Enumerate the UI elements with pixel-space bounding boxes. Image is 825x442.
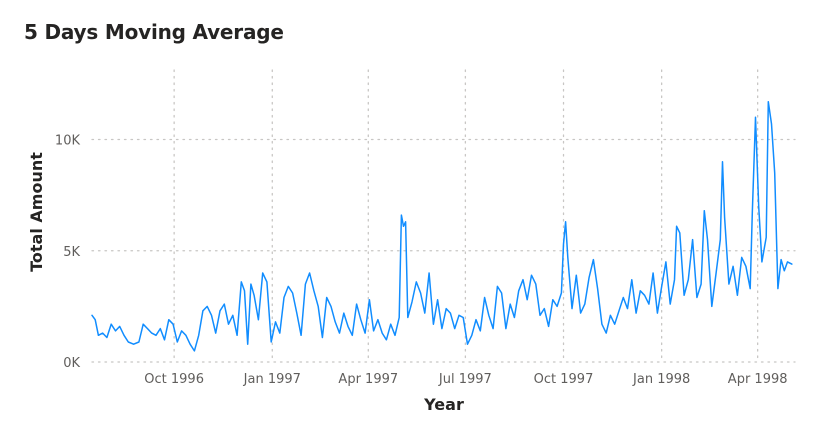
grid: [91, 69, 796, 363]
y-tick-label: 10K: [55, 134, 81, 149]
series-layer: [91, 100, 793, 352]
y-axis-title: Total Amount: [27, 152, 46, 272]
series-line: [91, 100, 793, 352]
x-tick-label: Oct 1996: [144, 372, 204, 387]
chart-title: 5 Days Moving Average: [24, 20, 284, 44]
x-tick-label: Jan 1998: [632, 372, 690, 387]
x-tick-label: Jul 1997: [438, 372, 492, 387]
x-tick-label: Oct 1997: [534, 372, 594, 387]
x-tick-label: Apr 1997: [338, 372, 398, 387]
x-axis-title: Year: [423, 395, 464, 414]
y-axis-ticks: 0K 5K 10K: [55, 134, 81, 372]
y-tick-label: 5K: [63, 245, 80, 260]
x-tick-label: Apr 1998: [728, 372, 788, 387]
x-tick-label: Jan 1997: [243, 372, 301, 387]
y-tick-label: 0K: [63, 356, 80, 371]
x-axis-ticks: Oct 1996 Jan 1997 Apr 1997 Jul 1997 Oct 1997…: [144, 372, 787, 387]
